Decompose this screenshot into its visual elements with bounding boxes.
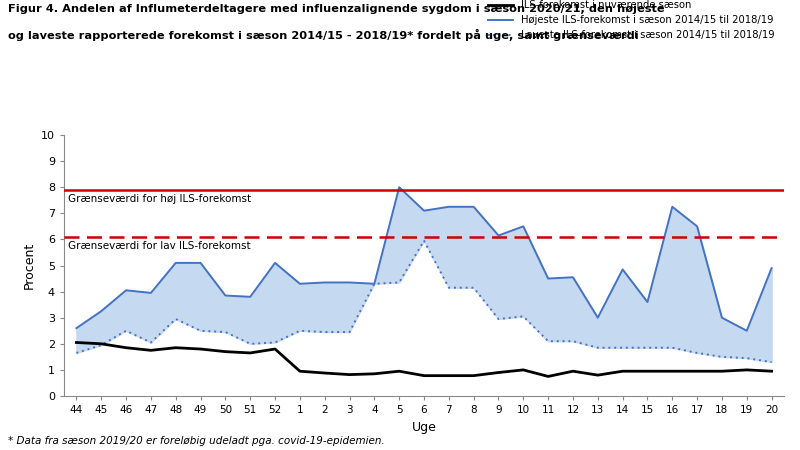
Text: Figur 4. Andelen af Influmeterdeltagere med influenzalignende sygdom i sæson 202: Figur 4. Andelen af Influmeterdeltagere … — [8, 4, 665, 14]
X-axis label: Uge: Uge — [411, 421, 437, 434]
Text: og laveste rapporterede forekomst i sæson 2014/15 - 2018/19* fordelt på uge, sam: og laveste rapporterede forekomst i sæso… — [8, 29, 638, 41]
Text: * Data fra sæson 2019/20 er foreløbig udeladt pga. covid-19-epidemien.: * Data fra sæson 2019/20 er foreløbig ud… — [8, 436, 385, 446]
Text: Grænseværdi for høj ILS-forekomst: Grænseværdi for høj ILS-forekomst — [67, 194, 250, 204]
Legend: ILS-forekomst i nuværende sæson, Højeste ILS-forekomst i sæson 2014/15 til 2018/: ILS-forekomst i nuværende sæson, Højeste… — [484, 0, 779, 45]
Text: Grænseværdi for lav ILS-forekomst: Grænseværdi for lav ILS-forekomst — [67, 241, 250, 251]
Y-axis label: Procent: Procent — [22, 242, 35, 289]
